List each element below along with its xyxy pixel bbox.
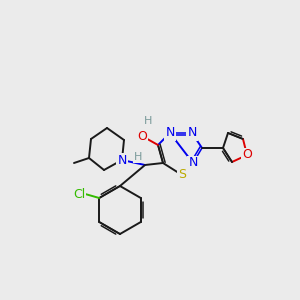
Text: O: O bbox=[242, 148, 252, 161]
Text: N: N bbox=[117, 154, 127, 166]
Text: N: N bbox=[188, 157, 198, 169]
Text: S: S bbox=[178, 169, 186, 182]
Text: N: N bbox=[187, 127, 197, 140]
Text: H: H bbox=[144, 116, 152, 126]
Text: N: N bbox=[165, 127, 175, 140]
Text: Cl: Cl bbox=[73, 188, 85, 200]
Text: H: H bbox=[134, 152, 142, 162]
Text: O: O bbox=[137, 130, 147, 142]
